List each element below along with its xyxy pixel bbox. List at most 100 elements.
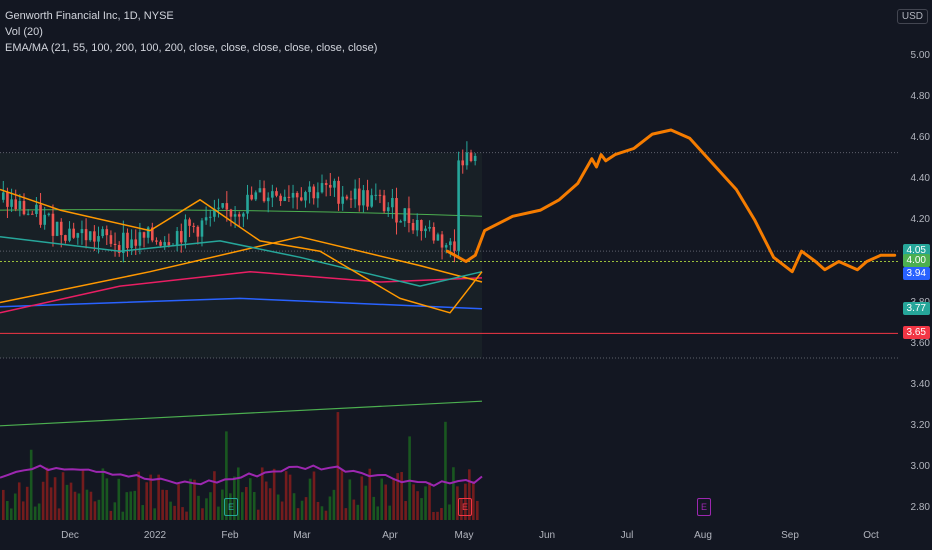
- y-tick-label: 3.20: [910, 419, 930, 431]
- symbol-title[interactable]: Genworth Financial Inc, 1D, NYSE: [5, 10, 174, 22]
- volume-bar: [229, 493, 232, 520]
- volume-bar: [49, 487, 53, 520]
- candle-body: [275, 191, 278, 196]
- candle-body: [453, 241, 456, 251]
- volume-bar: [25, 486, 29, 520]
- volume-indicator-label[interactable]: Vol (20): [5, 26, 43, 38]
- volume-bar: [129, 491, 133, 520]
- volume-bar: [237, 467, 240, 520]
- volume-bar: [452, 467, 455, 520]
- earnings-marker[interactable]: E: [458, 498, 472, 516]
- volume-bar: [201, 508, 204, 520]
- candle-body: [196, 226, 200, 237]
- price-tag: 3.65: [902, 326, 930, 340]
- volume-bar: [61, 472, 65, 520]
- volume-bar: [436, 511, 439, 520]
- candle-body: [457, 160, 460, 251]
- candle-body: [250, 194, 253, 200]
- candle-body: [93, 231, 96, 242]
- x-tick-label: Sep: [781, 530, 799, 541]
- volume-bar: [396, 473, 399, 520]
- forecast-path[interactable]: [445, 128, 897, 274]
- volume-bar: [149, 474, 152, 520]
- candle-body: [30, 213, 34, 215]
- volume-bar: [21, 501, 25, 520]
- candle-body: [35, 204, 38, 215]
- candle-body: [47, 213, 51, 215]
- candle-body: [200, 220, 204, 237]
- volume-bar: [213, 471, 216, 520]
- volume-bar: [13, 493, 17, 520]
- volume-bar: [264, 481, 268, 520]
- candle-body: [225, 203, 229, 210]
- volume-bar: [113, 502, 117, 520]
- candle-body: [370, 195, 373, 207]
- volume-bar: [121, 511, 125, 520]
- candle-body: [97, 236, 100, 242]
- x-tick-label: Jun: [538, 530, 556, 541]
- candle-body: [84, 229, 88, 241]
- volume-bar: [197, 495, 200, 520]
- volume-bar: [328, 496, 332, 520]
- volume-bar: [340, 469, 344, 520]
- earnings-marker[interactable]: E: [224, 498, 238, 516]
- candle-body: [233, 214, 237, 217]
- candle-body: [113, 243, 117, 246]
- candle-body: [175, 231, 179, 246]
- volume-bar: [157, 474, 160, 520]
- candle-body: [279, 195, 282, 202]
- volume-bar: [29, 449, 33, 520]
- volume-bar: [85, 489, 89, 520]
- earnings-marker[interactable]: E: [697, 498, 711, 516]
- candle-body: [184, 219, 187, 243]
- candle-body: [117, 245, 121, 253]
- candle-body: [403, 208, 407, 222]
- candle-body: [362, 190, 365, 206]
- candle-body: [126, 232, 129, 249]
- volume-bar: [244, 487, 248, 520]
- volume-bar: [288, 474, 292, 520]
- volume-bar: [284, 471, 288, 520]
- candle-body: [179, 231, 183, 243]
- candle-body: [237, 214, 241, 217]
- volume-bar: [424, 486, 427, 520]
- y-tick-label: 3.60: [910, 337, 930, 349]
- candle-body: [366, 190, 369, 207]
- volume-bar: [368, 468, 372, 520]
- volume-bar: [17, 482, 21, 520]
- currency-badge[interactable]: USD: [896, 9, 928, 24]
- candle-body: [415, 220, 419, 231]
- candle-body: [440, 234, 444, 248]
- x-tick-label: Jul: [620, 530, 634, 541]
- candle-body: [291, 192, 295, 198]
- volume-bar: [376, 506, 380, 520]
- volume-bar: [392, 478, 395, 520]
- candle-body: [18, 201, 22, 210]
- price-tag: 4.05: [902, 244, 930, 258]
- volume-bar: [225, 431, 228, 520]
- ema-indicator-label[interactable]: EMA/MA (21, 55, 100, 200, 100, 200, clos…: [5, 42, 378, 54]
- candle-body: [461, 160, 465, 166]
- y-tick-label: 5.00: [910, 50, 930, 61]
- volume-bar: [404, 501, 407, 520]
- volume-bar: [117, 478, 121, 520]
- volume-bar: [73, 491, 77, 520]
- candle-body: [378, 194, 382, 196]
- candle-body: [324, 183, 328, 185]
- candle-body: [295, 192, 299, 198]
- candle-body: [163, 242, 167, 246]
- candle-body: [374, 194, 378, 196]
- candle-body: [391, 198, 394, 208]
- volume-bar: [272, 468, 276, 520]
- volume-bar: [9, 508, 13, 520]
- volume-bar: [460, 498, 463, 520]
- candle-body: [436, 234, 440, 241]
- candle-body: [308, 186, 311, 193]
- volume-bar: [248, 478, 252, 520]
- volume-bar: [181, 507, 184, 520]
- volume-bar: [101, 468, 105, 520]
- volume-bar: [133, 490, 137, 520]
- candle-body: [337, 180, 340, 204]
- volume-bar: [173, 505, 176, 520]
